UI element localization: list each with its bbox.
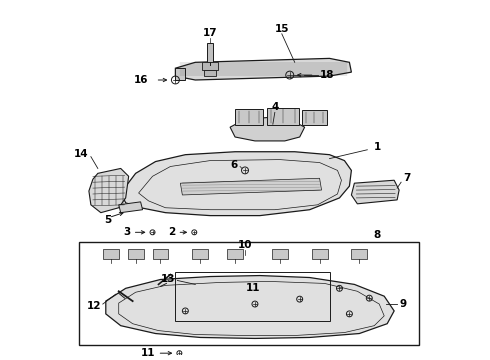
Text: 12: 12	[86, 301, 101, 311]
Polygon shape	[180, 178, 321, 195]
Bar	[267, 108, 299, 125]
Text: 18: 18	[319, 70, 334, 80]
Bar	[272, 249, 288, 259]
Bar	[302, 111, 326, 125]
Text: 1: 1	[374, 142, 382, 152]
Text: 16: 16	[134, 75, 148, 85]
Bar	[152, 249, 169, 259]
Bar	[79, 242, 419, 345]
Bar	[175, 272, 329, 321]
Text: 14: 14	[74, 149, 89, 159]
Polygon shape	[230, 117, 305, 141]
Bar	[235, 109, 263, 125]
Polygon shape	[175, 58, 351, 80]
Bar	[207, 43, 213, 62]
Polygon shape	[106, 275, 394, 338]
Bar	[128, 249, 144, 259]
Bar	[202, 62, 218, 70]
Bar	[103, 249, 119, 259]
Bar	[227, 249, 243, 259]
Text: 4: 4	[271, 102, 278, 112]
Text: 11: 11	[245, 283, 260, 293]
Text: 13: 13	[161, 274, 175, 284]
Bar	[312, 249, 327, 259]
Polygon shape	[119, 202, 143, 213]
Polygon shape	[175, 68, 185, 80]
Bar	[204, 70, 216, 76]
Polygon shape	[121, 152, 351, 216]
Bar	[192, 249, 208, 259]
Text: 10: 10	[238, 240, 252, 250]
Text: 17: 17	[203, 28, 218, 38]
Text: 5: 5	[104, 215, 111, 225]
Text: 2: 2	[168, 227, 175, 237]
Polygon shape	[89, 168, 129, 213]
Polygon shape	[351, 180, 399, 204]
Text: 8: 8	[373, 230, 381, 240]
Bar	[351, 249, 368, 259]
Text: 7: 7	[403, 173, 411, 183]
Text: 15: 15	[274, 24, 289, 34]
Text: 11: 11	[141, 348, 155, 358]
Text: 3: 3	[123, 227, 131, 237]
Text: 9: 9	[399, 299, 406, 309]
Text: 6: 6	[231, 161, 238, 171]
